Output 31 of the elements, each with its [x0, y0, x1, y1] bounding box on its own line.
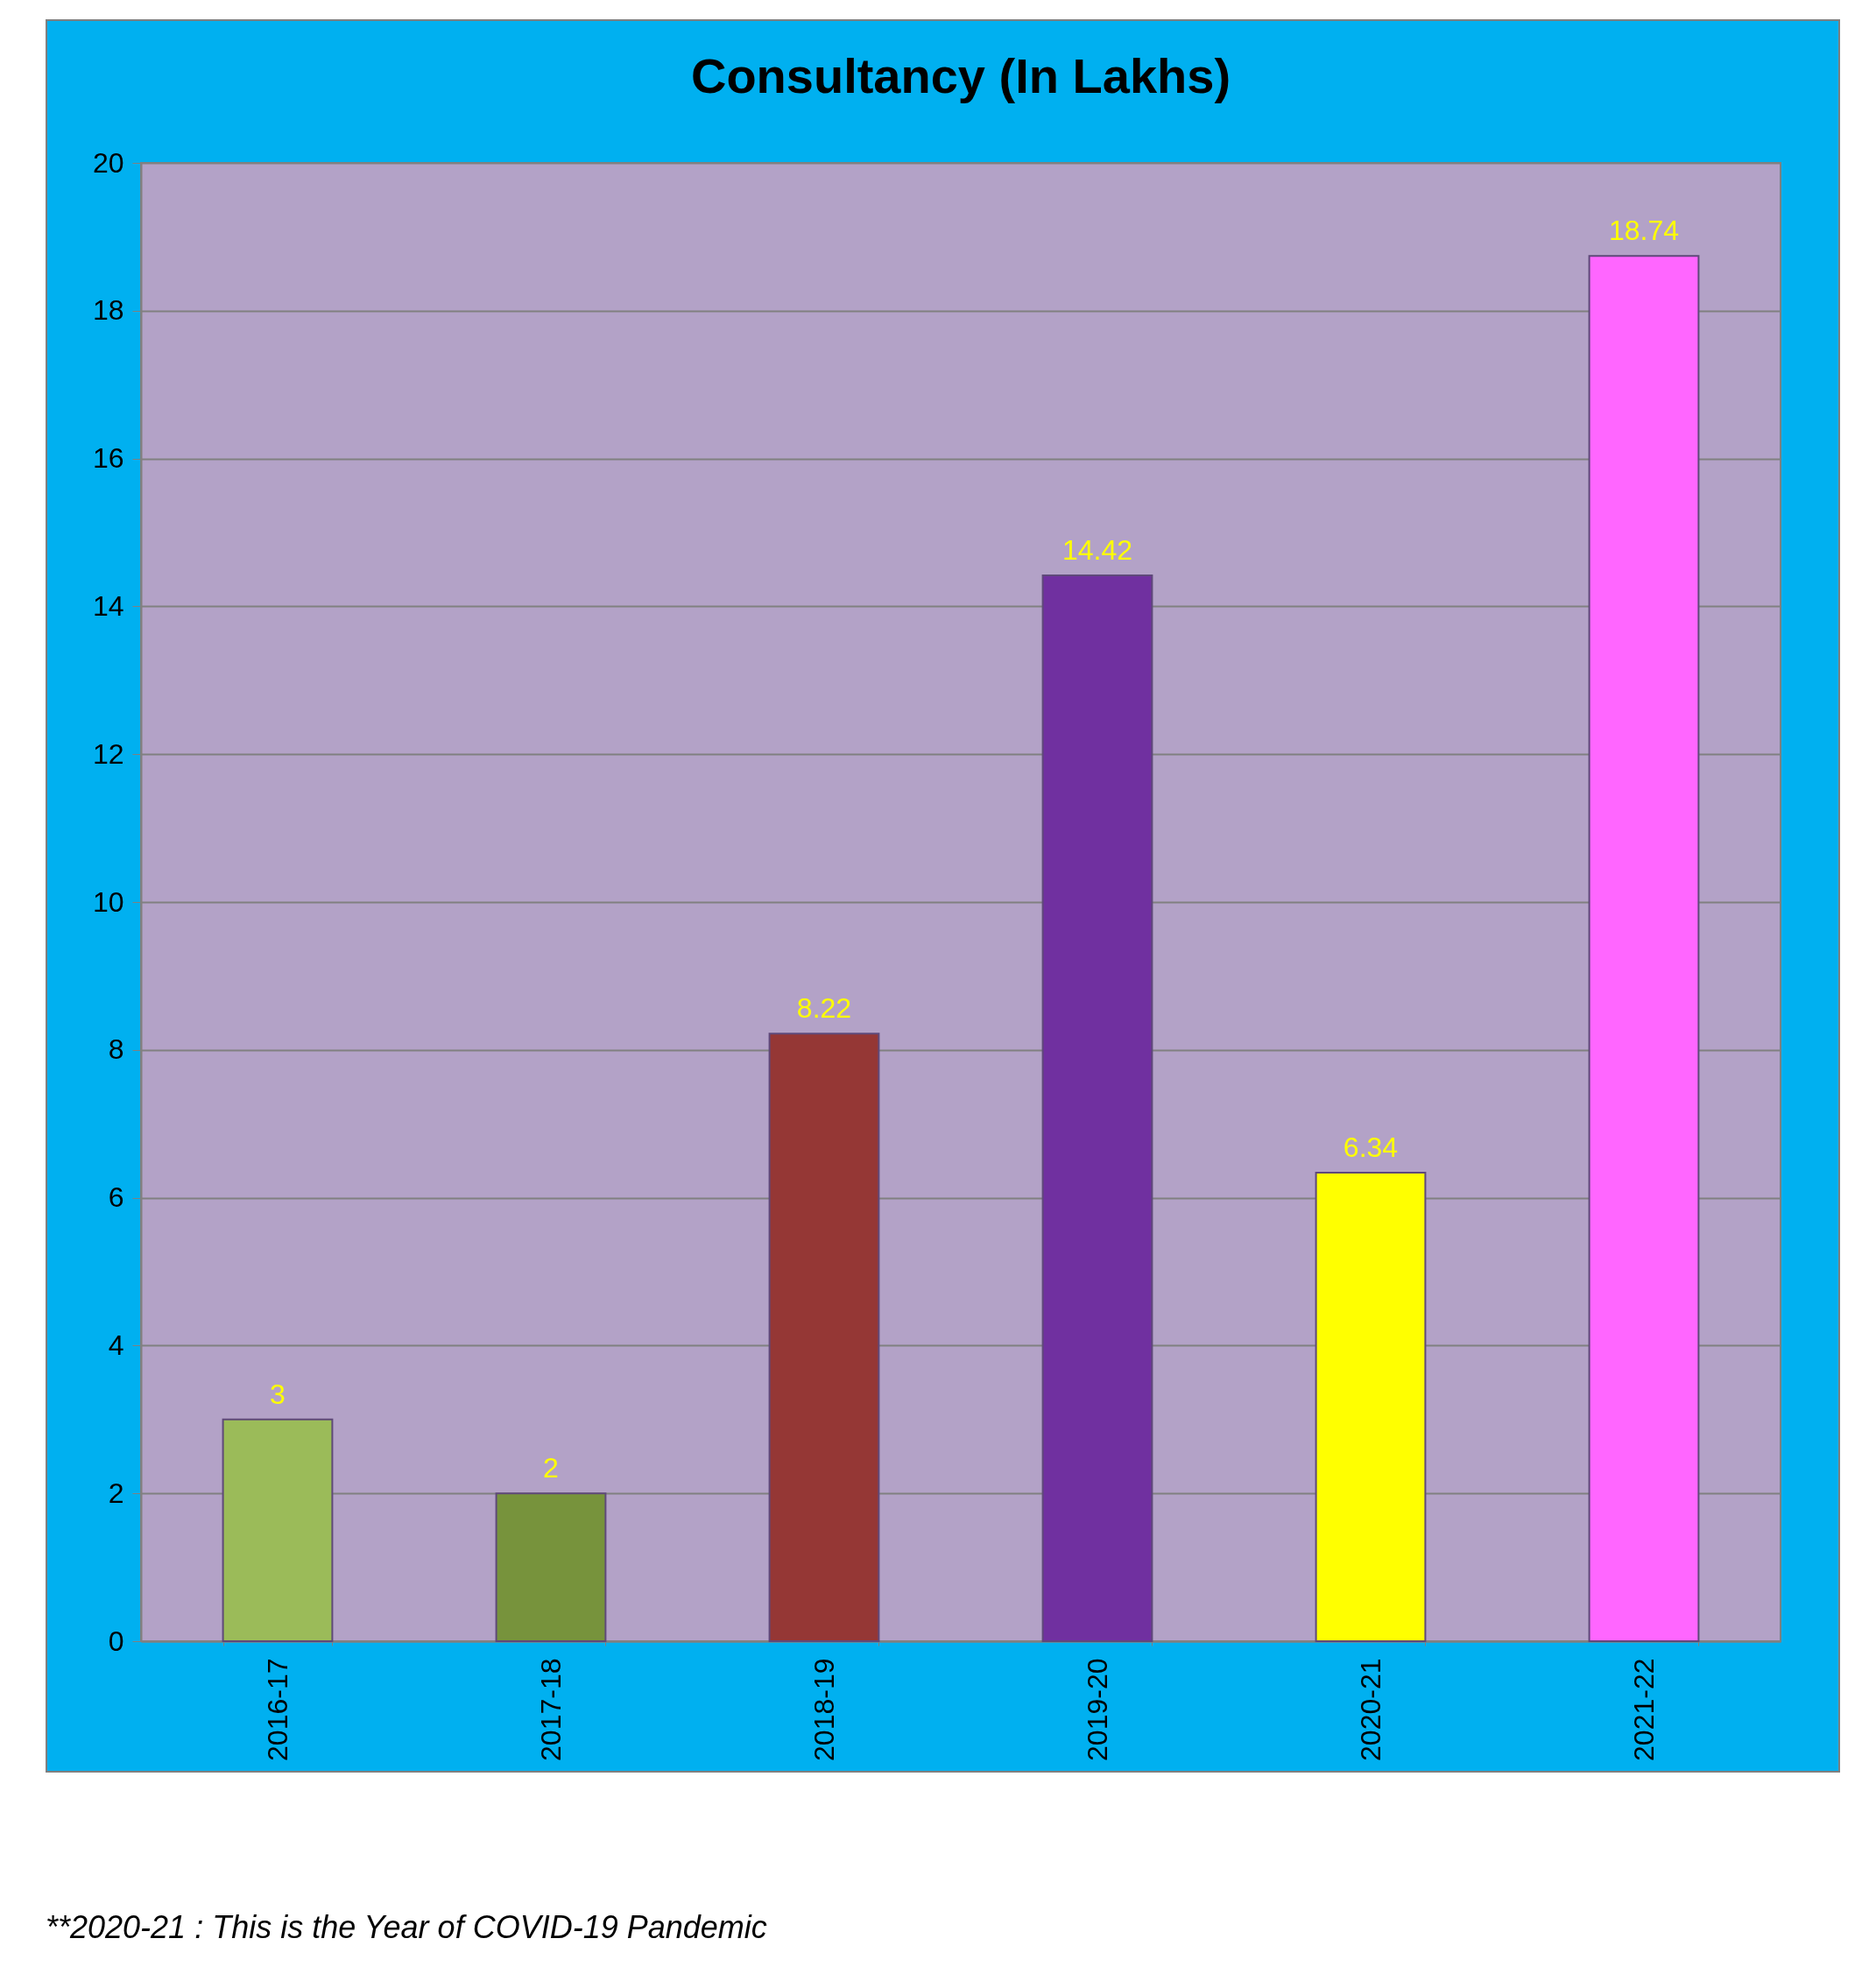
bar — [1588, 255, 1700, 1642]
y-tick-label: 10 — [92, 885, 124, 918]
data-label: 14.42 — [1061, 533, 1133, 566]
x-tick-label: 2021-22 — [1627, 1658, 1660, 1761]
data-label: 2 — [543, 1452, 559, 1484]
data-label: 3 — [270, 1378, 286, 1410]
bar — [495, 1492, 607, 1642]
data-label: 6.34 — [1343, 1131, 1399, 1163]
y-tick-label: 16 — [92, 442, 124, 475]
bar — [222, 1418, 334, 1642]
y-tick-label: 6 — [108, 1181, 124, 1214]
y-tick-label: 20 — [92, 146, 124, 179]
y-tick-label: 0 — [108, 1625, 124, 1657]
bar — [1315, 1171, 1427, 1642]
y-tick-label: 18 — [92, 294, 124, 327]
text: **2020-21 : This is the Year of COVID-19 Pandemic — [46, 1909, 767, 1946]
y-tick-label: 4 — [108, 1329, 124, 1361]
chart-title: Consultancy (In Lakhs) — [690, 48, 1231, 103]
bar — [768, 1033, 880, 1642]
y-tick-label: 12 — [92, 737, 124, 770]
y-tick-label: 8 — [108, 1033, 124, 1066]
x-tick-label: 2019-20 — [1081, 1658, 1113, 1761]
data-label: 8.22 — [796, 992, 852, 1025]
x-tick-label: 2018-19 — [808, 1658, 840, 1761]
x-tick-label: 2020-21 — [1354, 1658, 1386, 1761]
bar — [1041, 574, 1153, 1642]
y-tick-label: 14 — [92, 589, 124, 622]
x-tick-label: 2017-18 — [534, 1658, 567, 1761]
y-tick-label: 2 — [108, 1477, 124, 1509]
data-label: 18.74 — [1608, 215, 1680, 247]
x-tick-label: 2016-17 — [261, 1658, 293, 1761]
